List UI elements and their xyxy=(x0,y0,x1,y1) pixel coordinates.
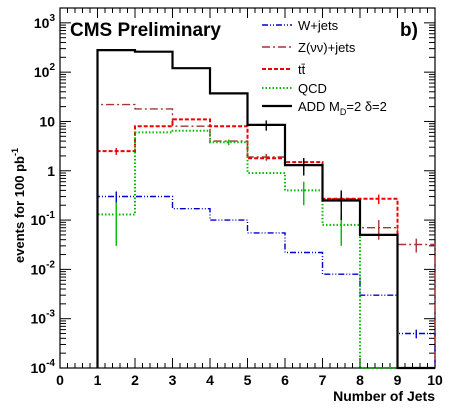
panel-label: b) xyxy=(400,20,418,41)
series-line-2 xyxy=(96,118,435,369)
plot-frame xyxy=(59,7,436,369)
x-tick-label: 8 xyxy=(356,372,364,388)
x-tick-label: 7 xyxy=(319,372,327,388)
y-tick-label: 10-2 xyxy=(31,259,56,277)
y-axis-label-sup: -1 xyxy=(10,148,20,156)
y-axis-label-main: events for 100 pb xyxy=(12,156,27,263)
x-tick-label: 5 xyxy=(244,372,252,388)
legend: W+jets Z(νν)+jets tt̄ QCD ADD MD=2 δ=2 xyxy=(262,18,387,117)
y-axis-label: events for 100 pb-1 xyxy=(10,148,27,263)
x-tick-label: 6 xyxy=(281,372,289,388)
axis-ticks: 0 1 2 3 4 5 6 7 8 9 10 10-4 10-3 10-2 10-1 1 10 102 103 xyxy=(31,7,443,388)
y-tick-label: 10-4 xyxy=(31,358,56,376)
x-tick-label: 4 xyxy=(206,372,214,388)
series-group xyxy=(96,49,436,370)
legend-label-2: tt̄ xyxy=(298,62,306,77)
y-tick-label: 10-1 xyxy=(31,210,56,228)
chart-title: CMS Preliminary xyxy=(70,20,221,41)
x-axis-label: Number of Jets xyxy=(333,388,435,404)
legend-label-0: W+jets xyxy=(298,18,339,33)
series-line-0 xyxy=(96,195,436,368)
legend-label-4: ADD MD=2 δ=2 xyxy=(298,99,387,117)
y-tick-label: 10 xyxy=(39,113,55,129)
legend-label-3: QCD xyxy=(298,81,327,96)
series-line-4 xyxy=(96,49,435,370)
x-tick-label: 0 xyxy=(56,372,64,388)
x-tick-label: 3 xyxy=(169,372,177,388)
series-line-3 xyxy=(96,129,435,369)
y-tick-label: 1 xyxy=(47,163,55,179)
x-tick-label: 10 xyxy=(427,372,443,388)
legend-label-1: Z(νν)+jets xyxy=(298,40,356,55)
y-tick-label: 103 xyxy=(34,13,56,31)
x-tick-label: 1 xyxy=(94,372,102,388)
y-tick-label: 10-3 xyxy=(31,309,56,327)
x-tick-label: 2 xyxy=(131,372,139,388)
x-tick-label: 9 xyxy=(394,372,402,388)
y-tick-label: 102 xyxy=(34,62,56,80)
